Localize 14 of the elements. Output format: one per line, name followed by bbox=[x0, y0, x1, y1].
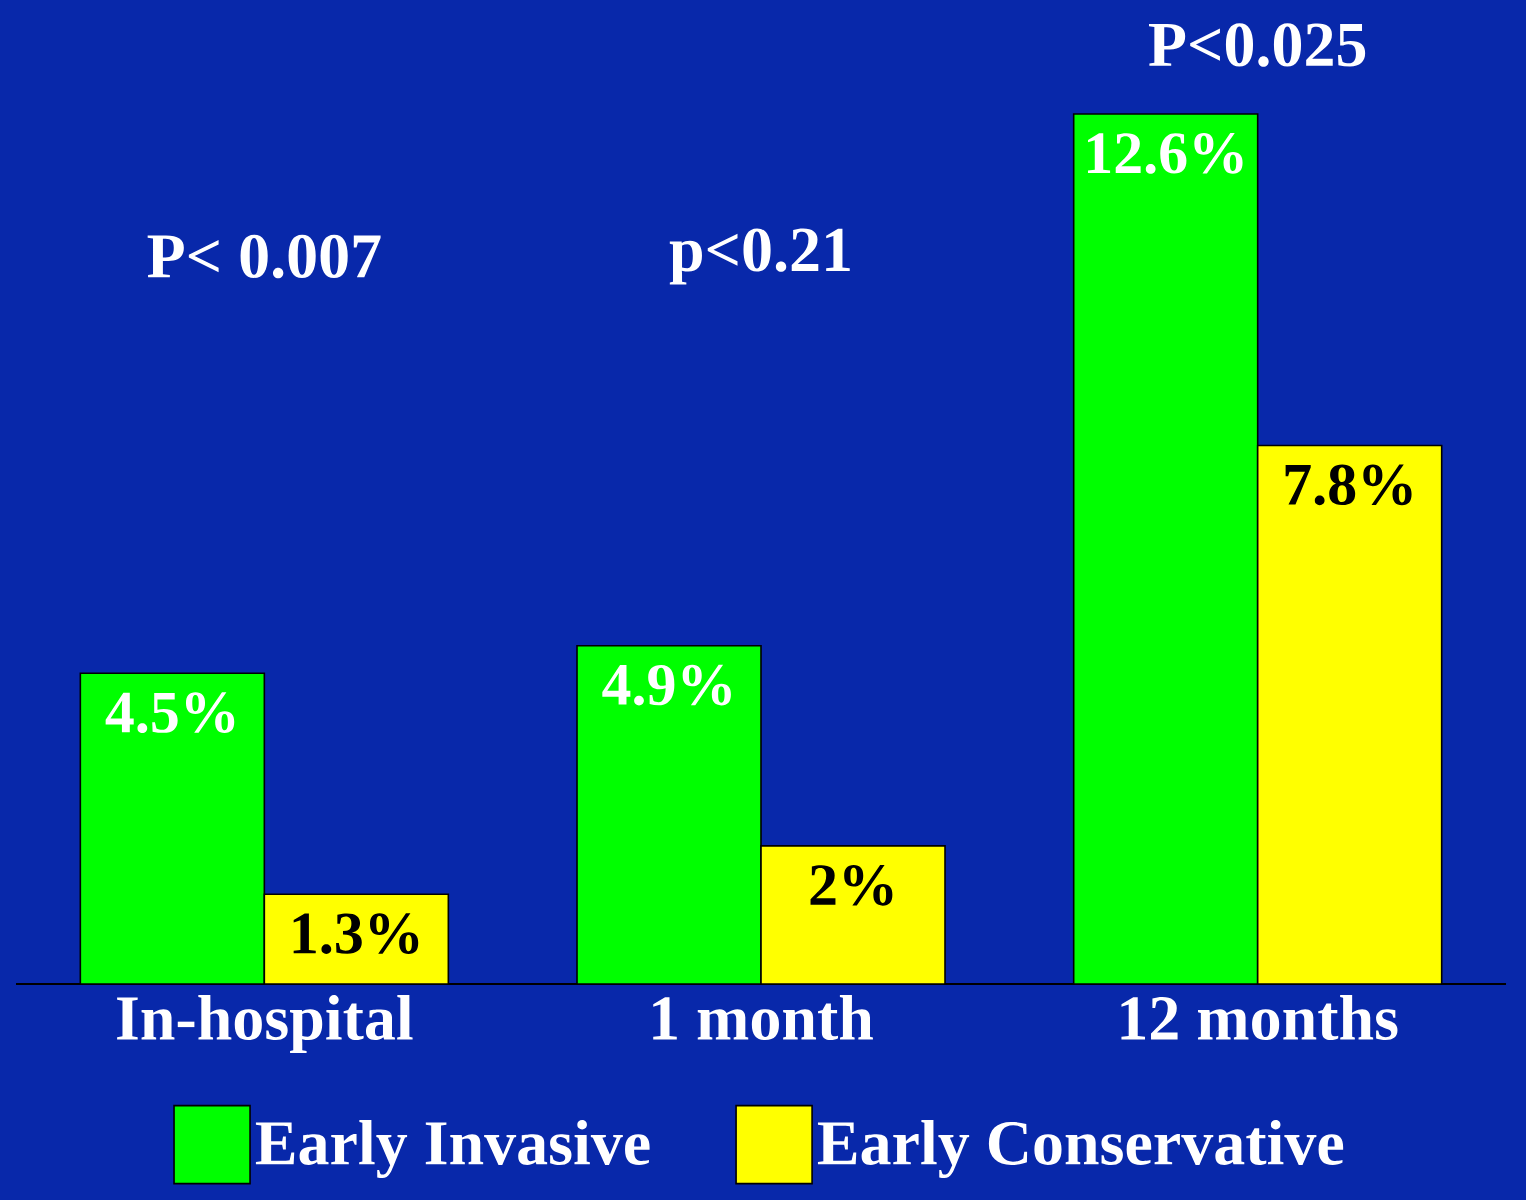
data-label: 12.6% bbox=[1087, 133, 1243, 174]
annotation: P< 0.007 bbox=[147, 234, 381, 279]
text: P<0.025 bbox=[1148, 23, 1366, 67]
data-label: 4.9% bbox=[602, 664, 731, 706]
x-tick-label: 12 months bbox=[1121, 995, 1398, 1041]
x-tick-label: 1 month bbox=[653, 995, 873, 1041]
data-label: 1.3% bbox=[293, 913, 419, 955]
x-tick-label: In-hospital bbox=[117, 995, 413, 1054]
data-label: 4.5% bbox=[105, 692, 235, 734]
annotation: p<0.21 bbox=[669, 228, 850, 285]
legend-label: Early Invasive bbox=[255, 1119, 650, 1179]
legend-label: Early Conservative bbox=[817, 1119, 1344, 1179]
data-label: 2% bbox=[810, 864, 893, 906]
data-label: 7.8% bbox=[1285, 464, 1412, 506]
